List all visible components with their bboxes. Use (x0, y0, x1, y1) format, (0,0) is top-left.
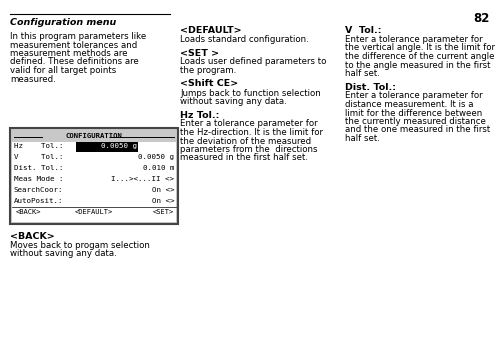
Text: V  Tol.:: V Tol.: (345, 26, 382, 35)
Text: the deviation of the measured: the deviation of the measured (180, 137, 311, 146)
Text: half set.: half set. (345, 134, 380, 143)
Text: 0.010 m: 0.010 m (134, 165, 174, 171)
Text: Moves back to progam selection: Moves back to progam selection (10, 241, 150, 250)
Text: <DEFAULT>: <DEFAULT> (180, 26, 242, 35)
Text: distance measurement. It is a: distance measurement. It is a (345, 100, 474, 109)
Text: 82: 82 (474, 12, 490, 25)
Text: defined. These definitions are: defined. These definitions are (10, 58, 139, 66)
Text: Enter a tolerance parameter for: Enter a tolerance parameter for (345, 35, 482, 44)
Text: measurement tolerances and: measurement tolerances and (10, 40, 137, 49)
Text: valid for all target points: valid for all target points (10, 66, 116, 75)
Text: 0.0050 g: 0.0050 g (138, 154, 174, 160)
Text: Meas Mode :: Meas Mode : (14, 176, 64, 182)
Text: Hz    Tol.:: Hz Tol.: (14, 143, 64, 149)
Text: 0.0050 g: 0.0050 g (101, 143, 137, 149)
Text: without saving any data.: without saving any data. (10, 250, 117, 258)
Text: SearchCoor:: SearchCoor: (14, 187, 64, 193)
Text: measurement methods are: measurement methods are (10, 49, 128, 58)
Text: to the angle measured in the first: to the angle measured in the first (345, 60, 490, 70)
Text: the difference of the current angle: the difference of the current angle (345, 52, 494, 61)
Text: V     Tol.:: V Tol.: (14, 154, 64, 160)
Text: <Shift CE>: <Shift CE> (180, 80, 238, 88)
Text: Hz Tol.:: Hz Tol.: (180, 110, 220, 120)
Text: <SET >: <SET > (180, 49, 219, 58)
Text: measured in the first half set.: measured in the first half set. (180, 153, 308, 163)
Text: Loads standard configuration.: Loads standard configuration. (180, 35, 309, 44)
Text: Loads user defined parameters to: Loads user defined parameters to (180, 58, 326, 66)
Text: the vertical angle. It is the limit for: the vertical angle. It is the limit for (345, 44, 495, 53)
Text: and the one measured in the first: and the one measured in the first (345, 126, 490, 135)
Text: limit for the difference between: limit for the difference between (345, 109, 482, 118)
Text: Dist. Tol.:: Dist. Tol.: (345, 82, 396, 92)
Bar (10, 128, 178, 224)
Text: Enter a tolerance parameter for: Enter a tolerance parameter for (180, 120, 318, 129)
Text: <DEFAULT>: <DEFAULT> (75, 209, 113, 215)
Text: <SET>: <SET> (153, 209, 174, 215)
Text: the Hz-direction. It is the limit for: the Hz-direction. It is the limit for (180, 128, 323, 137)
Bar (12, 142, 176, 222)
Text: On <>: On <> (152, 187, 174, 193)
Text: half set.: half set. (345, 69, 380, 78)
Text: Enter a tolerance parameter for: Enter a tolerance parameter for (345, 92, 482, 100)
Text: Jumps back to function selection: Jumps back to function selection (180, 88, 321, 98)
Text: In this program parameters like: In this program parameters like (10, 32, 146, 41)
Text: AutoPosit.:: AutoPosit.: (14, 198, 64, 204)
Text: the currently measured distance: the currently measured distance (345, 117, 486, 126)
Text: <BACK>: <BACK> (10, 232, 55, 241)
Text: measured.: measured. (10, 75, 56, 83)
Text: Configuration menu: Configuration menu (10, 18, 116, 27)
Bar (76, 142, 138, 152)
Text: I...><...II <>: I...><...II <> (111, 176, 174, 182)
Text: the program.: the program. (180, 66, 236, 75)
Text: parameters from the  directions: parameters from the directions (180, 145, 318, 154)
Text: CONFIGURATION: CONFIGURATION (66, 133, 122, 139)
Text: without saving any data.: without saving any data. (180, 97, 287, 106)
Text: <BACK>: <BACK> (16, 209, 42, 215)
Text: Dist. Tol.:: Dist. Tol.: (14, 165, 64, 171)
Text: On <>: On <> (152, 198, 174, 204)
